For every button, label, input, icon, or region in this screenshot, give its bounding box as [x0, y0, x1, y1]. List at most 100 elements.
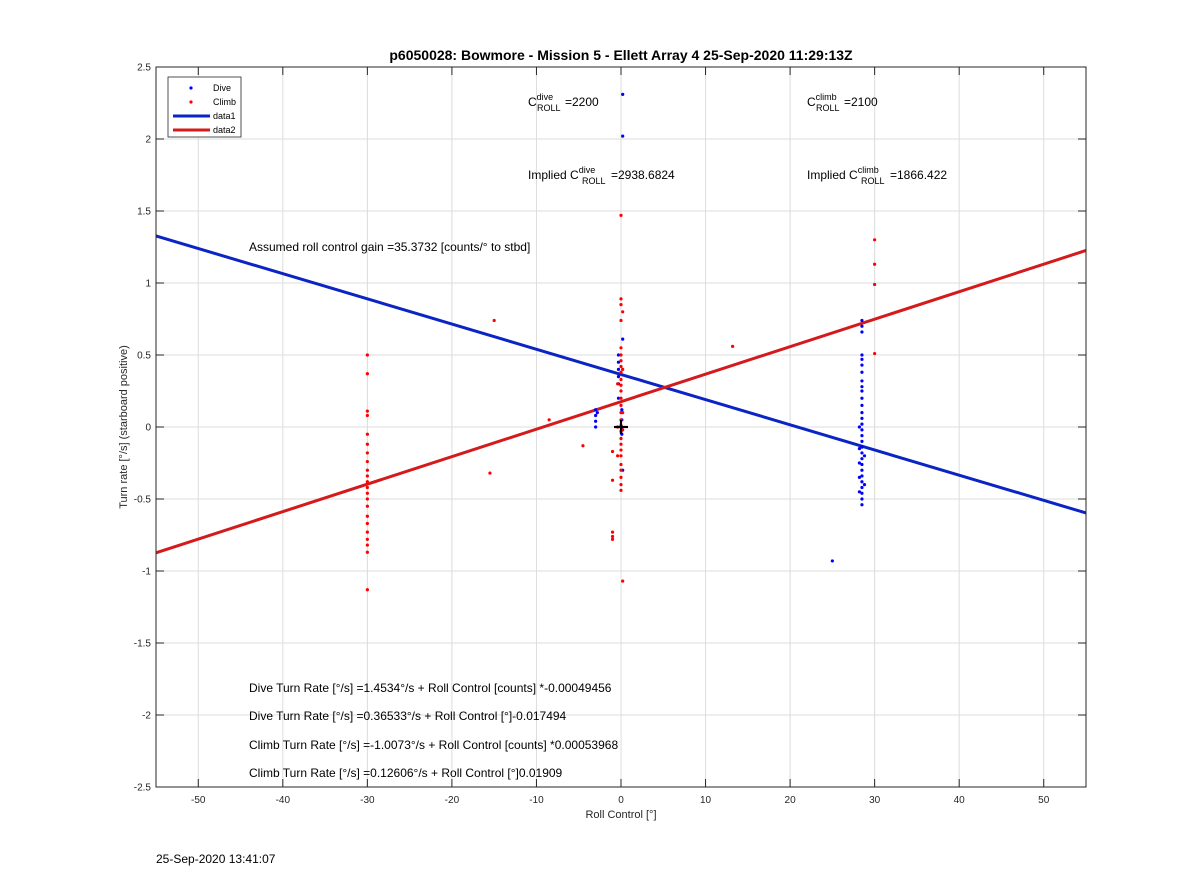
- climb-point: [621, 367, 625, 371]
- dive-point: [594, 413, 598, 418]
- dive-equation-degrees: Dive Turn Rate [°/s] =0.36533°/s + Roll …: [249, 709, 567, 723]
- dive-point: [860, 318, 864, 323]
- x-tick-label: 0: [618, 795, 624, 806]
- dive-point: [860, 445, 864, 449]
- climb-point: [619, 389, 623, 393]
- axis-ticks: -50 -40 -30 -20 -10 0 10 20 30 40 50-2.5-2-1.5-1-0…: [134, 63, 1086, 806]
- y-tick-label: 2.5: [137, 63, 151, 74]
- climb-point: [619, 364, 623, 369]
- climb-point: [873, 282, 877, 287]
- legend-dive-marker: [189, 86, 193, 90]
- dive-point: [860, 485, 864, 490]
- fit-line-data2: [155, 249, 1087, 555]
- c-roll-dive: Cdive ROLL =2200: [528, 92, 599, 113]
- footer-timestamp: 25-Sep-2020 13:41:07: [156, 852, 276, 866]
- y-axis-label: Turn rate [°/s] (starboard positive): [118, 345, 130, 509]
- implied-c-roll-climb: Implied Cclimb ROLL =1866.422: [807, 165, 947, 186]
- dive-point: [857, 475, 862, 479]
- y-tick-label: -0.5: [134, 495, 152, 506]
- x-tick-label: -10: [529, 795, 544, 806]
- climb-point: [610, 534, 615, 539]
- climb-point: [365, 491, 369, 495]
- c-roll-climb: Cclimb ROLL =2100: [807, 92, 878, 113]
- fit-lines: [155, 234, 1087, 555]
- dive-point: [860, 411, 864, 415]
- x-axis-label: Roll Control [°]: [585, 809, 656, 821]
- climb-point: [619, 383, 623, 387]
- climb-point: [610, 449, 615, 454]
- climb-point: [365, 372, 369, 376]
- climb-equation-counts: Climb Turn Rate [°/s] =-1.0073°/s + Roll…: [249, 738, 618, 752]
- climb-point: [619, 297, 623, 301]
- dive-point: [860, 379, 864, 383]
- dive-point: [862, 454, 867, 458]
- climb-point: [621, 579, 625, 583]
- climb-point: [619, 448, 623, 452]
- climb-point: [619, 488, 623, 492]
- climb-point: [621, 411, 625, 415]
- climb-point: [365, 459, 369, 464]
- climb-point: [621, 310, 625, 314]
- dive-point: [595, 411, 599, 415]
- y-tick-label: 2: [145, 135, 151, 146]
- x-tick-label: -40: [276, 795, 291, 806]
- dive-point: [860, 389, 864, 393]
- climb-point: [365, 451, 369, 455]
- climb-point: [492, 318, 496, 323]
- climb-point: [619, 346, 623, 350]
- dive-point: [860, 396, 864, 400]
- legend-data1-label: data1: [213, 111, 236, 121]
- legend-dive-label: Dive: [213, 83, 231, 93]
- climb-point: [619, 454, 623, 458]
- x-tick-label: -30: [360, 795, 375, 806]
- dive-point: [621, 92, 625, 96]
- climb-point: [365, 474, 369, 478]
- dive-point: [860, 353, 864, 357]
- legend-data2-label: data2: [213, 125, 236, 135]
- dive-point: [860, 385, 864, 389]
- dive-point: [616, 396, 621, 400]
- dive-point: [860, 474, 864, 478]
- dive-point: [860, 462, 864, 467]
- dive-point: [621, 337, 625, 341]
- dive-point: [860, 439, 864, 443]
- climb-point: [610, 537, 615, 541]
- climb-point: [365, 409, 369, 413]
- dive-point: [621, 134, 625, 138]
- legend-box: [167, 76, 242, 138]
- x-tick-label: -20: [445, 795, 460, 806]
- x-tick-label: 50: [1038, 795, 1050, 806]
- climb-point: [616, 382, 620, 386]
- data-points: [365, 92, 877, 592]
- dive-point: [860, 357, 864, 361]
- climb-point: [547, 418, 551, 422]
- climb-point: [365, 480, 369, 484]
- legend: Dive Climb data1 data2: [167, 76, 242, 138]
- dive-point: [860, 428, 864, 432]
- climb-point: [581, 444, 585, 448]
- climb-point: [619, 436, 623, 441]
- dive-point: [860, 491, 864, 495]
- dive-point: [594, 408, 598, 412]
- y-tick-label: -2.5: [134, 783, 152, 794]
- climb-point: [610, 478, 615, 482]
- climb-point: [619, 353, 623, 357]
- dive-point: [860, 451, 864, 455]
- dive-point: [860, 324, 864, 328]
- climb-point: [731, 344, 735, 348]
- dive-equation-counts: Dive Turn Rate [°/s] =1.4534°/s + Roll C…: [249, 681, 612, 695]
- climb-point: [365, 468, 369, 472]
- climb-point: [619, 303, 623, 307]
- dive-point: [860, 370, 864, 374]
- y-tick-label: 1.5: [137, 207, 151, 218]
- annotations: Cdive ROLL =2200 Cclimb ROLL =2100 Implied C…: [249, 92, 947, 780]
- legend-climb-label: Climb: [213, 97, 236, 107]
- y-tick-label: 0: [145, 423, 151, 434]
- dive-point: [620, 408, 624, 412]
- x-tick-label: 20: [785, 795, 797, 806]
- x-tick-label: 10: [700, 795, 712, 806]
- climb-point: [365, 485, 369, 490]
- x-tick-label: 40: [954, 795, 966, 806]
- dive-point: [594, 419, 598, 423]
